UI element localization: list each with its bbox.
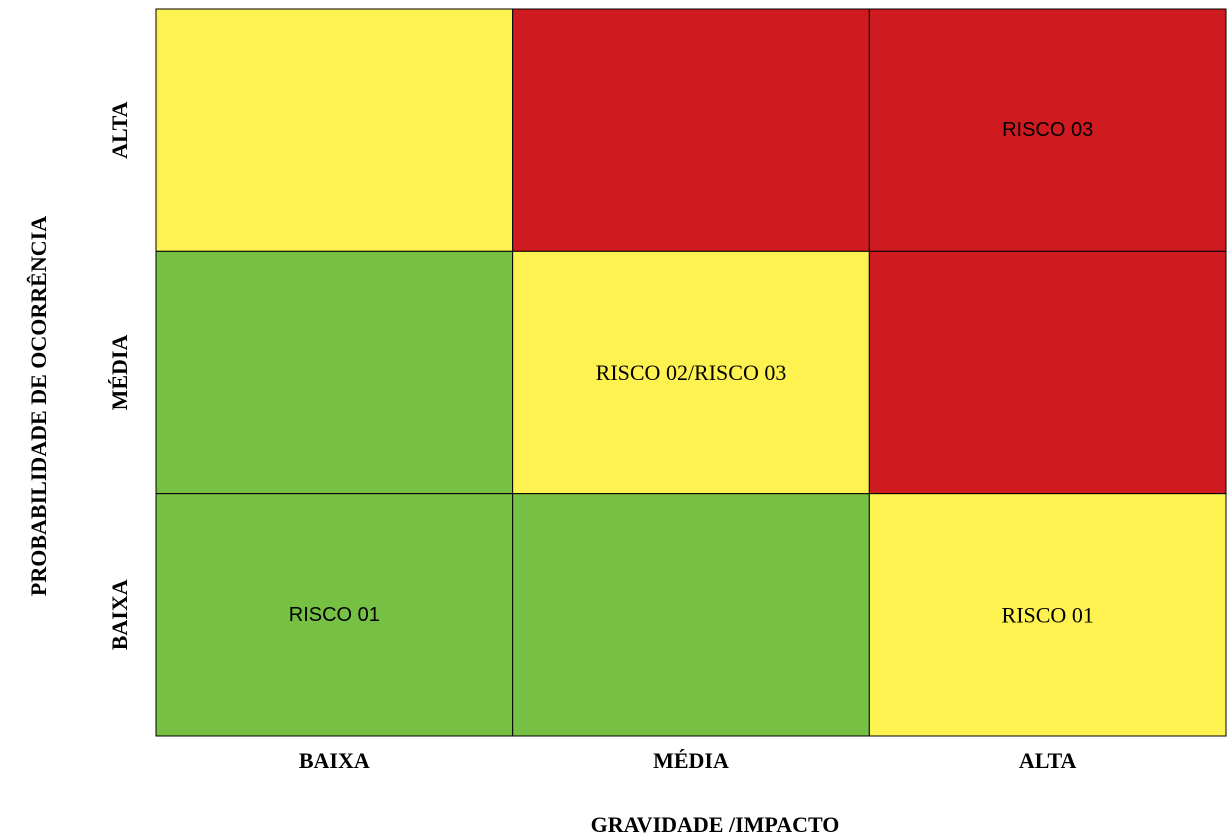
matrix-cells [155,8,1227,737]
cell-baixa-prob-media-impact [512,493,870,737]
x-axis-title: GRAVIDADE /IMPACTO [591,812,840,837]
x-tick-label-alta: ALTA [1019,748,1077,773]
cell-media-prob-alta-impact [868,250,1227,495]
cell-media-prob-media-impact [512,250,870,495]
cell-label-media-prob-media-impact: RISCO 02/RISCO 03 [596,360,787,385]
y-tick-label-alta: ALTA [107,101,132,159]
y-axis-title: PROBABILIDADE DE OCORRÊNCIA [26,216,51,596]
x-tick-label-media: MÉDIA [653,748,729,773]
cell-baixa-prob-alta-impact [868,493,1227,737]
cell-baixa-prob-baixa-impact [155,493,514,737]
cell-alta-prob-alta-impact [868,8,1227,252]
x-tick-label-baixa: BAIXA [299,748,370,773]
matrix-cell-labels: RISCO 03 RISCO 02/RISCO 03 RISCO 01 RISCO 0… [289,119,1094,627]
y-tick-label-media: MÉDIA [107,335,132,411]
cell-alta-prob-baixa-impact [155,8,514,252]
y-axis-tick-labels: BAIXA MÉDIA ALTA [107,101,132,650]
cell-label-baixa-prob-alta-impact: RISCO 01 [1002,602,1094,627]
x-axis-tick-labels: BAIXA MÉDIA ALTA [299,748,1077,773]
cell-alta-prob-media-impact [512,8,870,252]
y-tick-label-baixa: BAIXA [107,579,132,650]
cell-label-baixa-prob-baixa-impact: RISCO 01 [289,604,380,626]
cell-label-alta-prob-alta-impact: RISCO 03 [1002,119,1093,141]
cell-media-prob-baixa-impact [155,250,514,495]
